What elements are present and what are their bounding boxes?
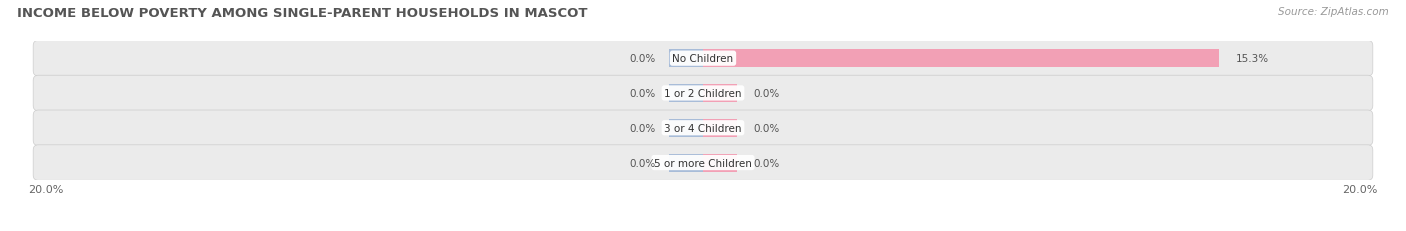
- FancyBboxPatch shape: [34, 76, 1372, 111]
- Text: 0.0%: 0.0%: [754, 88, 780, 99]
- Text: Source: ZipAtlas.com: Source: ZipAtlas.com: [1278, 7, 1389, 17]
- Text: 15.3%: 15.3%: [1236, 54, 1270, 64]
- FancyBboxPatch shape: [34, 41, 1372, 76]
- Text: INCOME BELOW POVERTY AMONG SINGLE-PARENT HOUSEHOLDS IN MASCOT: INCOME BELOW POVERTY AMONG SINGLE-PARENT…: [17, 7, 588, 20]
- FancyBboxPatch shape: [34, 111, 1372, 146]
- FancyBboxPatch shape: [34, 145, 1372, 181]
- Bar: [703, 50, 1219, 68]
- Text: 0.0%: 0.0%: [754, 123, 780, 133]
- Legend: Single Father, Single Mother: Single Father, Single Mother: [606, 229, 800, 231]
- Text: 0.0%: 0.0%: [630, 88, 655, 99]
- Bar: [669, 85, 703, 103]
- Text: 0.0%: 0.0%: [630, 158, 655, 168]
- Bar: [703, 85, 737, 103]
- Text: 0.0%: 0.0%: [630, 123, 655, 133]
- Text: 20.0%: 20.0%: [1343, 184, 1378, 194]
- Text: 20.0%: 20.0%: [28, 184, 63, 194]
- Bar: [669, 154, 703, 172]
- Text: No Children: No Children: [672, 54, 734, 64]
- Bar: [703, 119, 737, 137]
- Bar: [703, 154, 737, 172]
- Bar: [669, 119, 703, 137]
- Text: 0.0%: 0.0%: [754, 158, 780, 168]
- Text: 0.0%: 0.0%: [630, 54, 655, 64]
- Text: 1 or 2 Children: 1 or 2 Children: [664, 88, 742, 99]
- Text: 5 or more Children: 5 or more Children: [654, 158, 752, 168]
- Text: 3 or 4 Children: 3 or 4 Children: [664, 123, 742, 133]
- Bar: [669, 50, 703, 68]
